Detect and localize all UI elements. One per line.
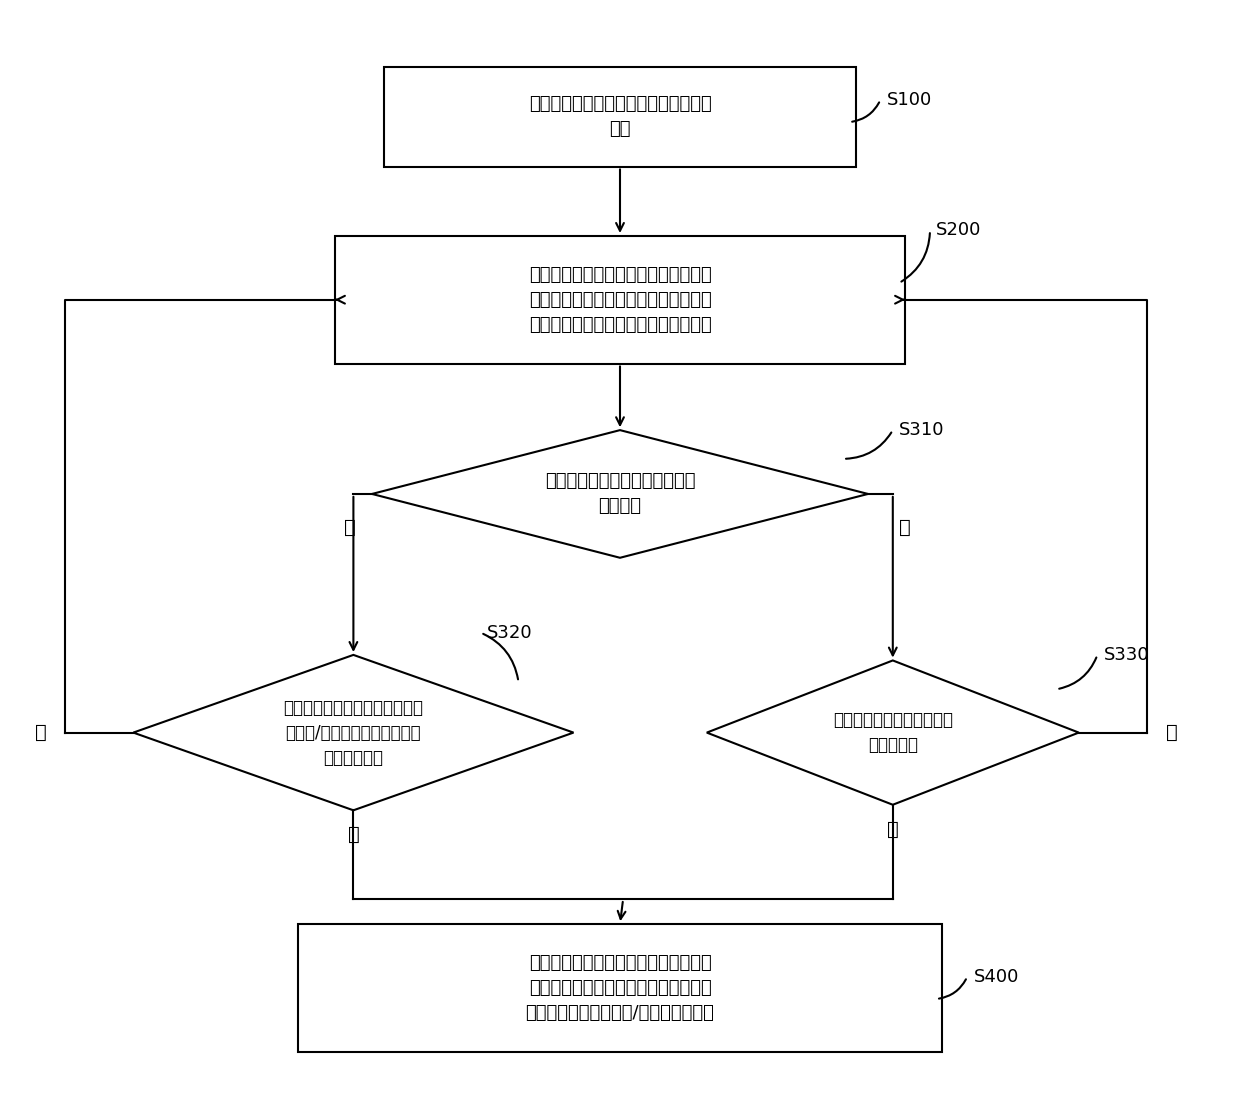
Text: S320: S320 (487, 624, 532, 642)
Text: 对原始视频图像进行特征提取以识别异
常特征，并针对包含异常特征的第一视
频图像进行特性分析，生成异常数据值: 对原始视频图像进行特征提取以识别异 常特征，并针对包含异常特征的第一视 频图像进… (528, 265, 712, 334)
Text: 否: 否 (899, 517, 911, 537)
Text: 判断火焰数据值是否超过第
一告警阈值: 判断火焰数据值是否超过第 一告警阈值 (833, 712, 952, 754)
Text: 是: 是 (347, 825, 360, 845)
Polygon shape (707, 660, 1079, 805)
Text: S100: S100 (887, 91, 931, 109)
Text: S400: S400 (973, 968, 1019, 986)
Text: 生成告警信号以及当前警情信息；根据
告警信号与当前警情信息发送人员调派
指令，输出告警信号和/或当前警情信息: 生成告警信号以及当前警情信息；根据 告警信号与当前警情信息发送人员调派 指令，输… (526, 953, 714, 1022)
Text: 接收来自视频监测装置的多帧原始视频
图像: 接收来自视频监测装置的多帧原始视频 图像 (528, 95, 712, 138)
Text: 否: 否 (35, 723, 46, 743)
Text: S200: S200 (936, 221, 982, 240)
Text: 判断焰数据值是否超过第一告警
阈值和/或烟雾数据值是否超过
第二告警阈值: 判断焰数据值是否超过第一告警 阈值和/或烟雾数据值是否超过 第二告警阈值 (284, 698, 423, 767)
FancyBboxPatch shape (384, 67, 856, 166)
Text: 否: 否 (1166, 723, 1177, 743)
Text: 是: 是 (345, 517, 356, 537)
Polygon shape (372, 430, 868, 557)
FancyBboxPatch shape (298, 924, 942, 1052)
Text: S310: S310 (899, 421, 945, 440)
FancyBboxPatch shape (335, 236, 905, 364)
Polygon shape (133, 655, 573, 810)
Text: 是: 是 (887, 819, 899, 839)
Text: 判断原始视频图像的拍摄时间是
否为白天: 判断原始视频图像的拍摄时间是 否为白天 (544, 473, 696, 515)
Text: S330: S330 (1104, 646, 1149, 664)
